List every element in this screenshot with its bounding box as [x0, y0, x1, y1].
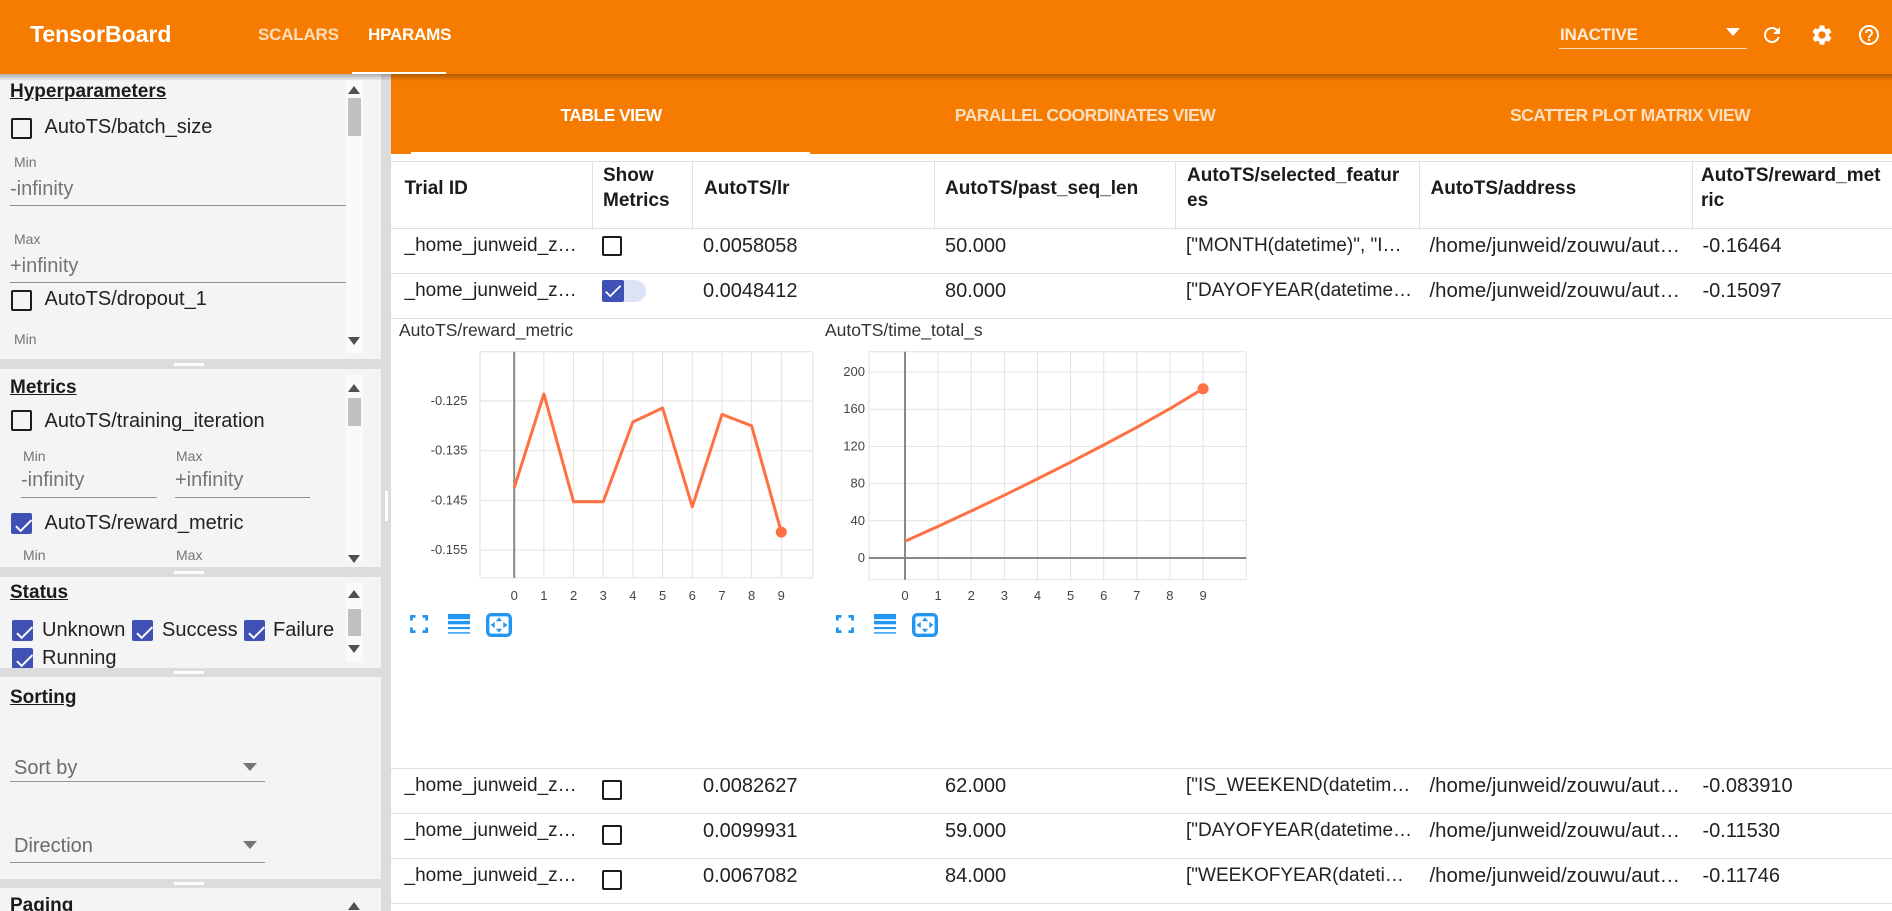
- svg-text:6: 6: [689, 588, 696, 603]
- svg-text:160: 160: [843, 401, 865, 416]
- svg-text:6: 6: [1100, 588, 1107, 603]
- svg-text:9: 9: [778, 588, 785, 603]
- svg-text:80: 80: [851, 476, 865, 491]
- svg-text:-0.145: -0.145: [431, 492, 468, 507]
- svg-text:-0.155: -0.155: [431, 542, 468, 557]
- svg-text:8: 8: [748, 588, 755, 603]
- svg-text:0: 0: [901, 588, 908, 603]
- svg-text:5: 5: [1067, 588, 1074, 603]
- svg-text:4: 4: [1034, 588, 1041, 603]
- svg-text:-0.125: -0.125: [431, 393, 468, 408]
- svg-text:40: 40: [851, 513, 865, 528]
- svg-text:3: 3: [600, 588, 607, 603]
- svg-text:0: 0: [511, 588, 518, 603]
- svg-text:200: 200: [843, 364, 865, 379]
- svg-text:7: 7: [1133, 588, 1140, 603]
- svg-text:7: 7: [718, 588, 725, 603]
- svg-text:4: 4: [629, 588, 636, 603]
- svg-text:8: 8: [1166, 588, 1173, 603]
- svg-text:1: 1: [934, 588, 941, 603]
- svg-text:9: 9: [1199, 588, 1206, 603]
- svg-text:120: 120: [843, 438, 865, 453]
- svg-text:2: 2: [570, 588, 577, 603]
- svg-text:5: 5: [659, 588, 666, 603]
- svg-text:0: 0: [858, 550, 865, 565]
- svg-text:1: 1: [540, 588, 547, 603]
- svg-text:-0.135: -0.135: [431, 443, 468, 458]
- svg-text:2: 2: [968, 588, 975, 603]
- svg-text:3: 3: [1001, 588, 1008, 603]
